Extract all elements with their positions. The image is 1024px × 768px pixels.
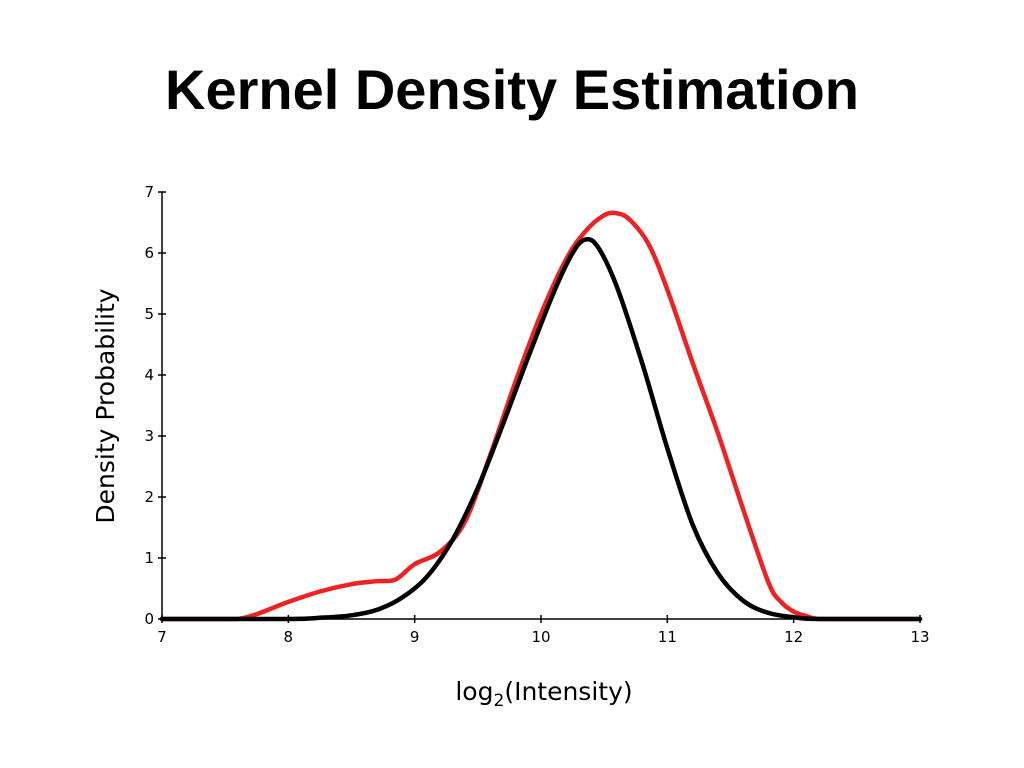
density-curve-1 bbox=[159, 210, 923, 622]
x-tick-label: 11 bbox=[658, 628, 677, 646]
y-tick-label: 4 bbox=[144, 366, 154, 384]
x-tick-label: 10 bbox=[531, 628, 550, 646]
x-tick-label: 8 bbox=[284, 628, 294, 646]
y-tick-label: 1 bbox=[144, 549, 154, 567]
y-tick-label: 5 bbox=[144, 305, 154, 323]
y-tick-label: 7 bbox=[144, 183, 154, 201]
x-axis-title-base: log bbox=[455, 677, 493, 706]
slide-title: Kernel Density Estimation bbox=[165, 58, 859, 121]
y-tick-label: 2 bbox=[144, 488, 154, 506]
y-axis-title: Density Probability bbox=[91, 288, 120, 523]
series-layer bbox=[159, 210, 923, 622]
x-tick-label: 12 bbox=[784, 628, 803, 646]
x-tick-label: 13 bbox=[910, 628, 929, 646]
x-tick-label: 7 bbox=[157, 628, 167, 646]
x-axis-title-rest: (Intensity) bbox=[504, 677, 632, 706]
density-curve-2 bbox=[159, 236, 923, 622]
x-tick-label: 9 bbox=[410, 628, 420, 646]
y-tick-label: 0 bbox=[144, 610, 154, 628]
y-tick-label: 6 bbox=[144, 244, 154, 262]
x-axis-title-subscript: 2 bbox=[493, 691, 504, 711]
y-tick-label: 3 bbox=[144, 427, 154, 445]
x-axis-title: log2(Intensity) bbox=[455, 677, 632, 711]
